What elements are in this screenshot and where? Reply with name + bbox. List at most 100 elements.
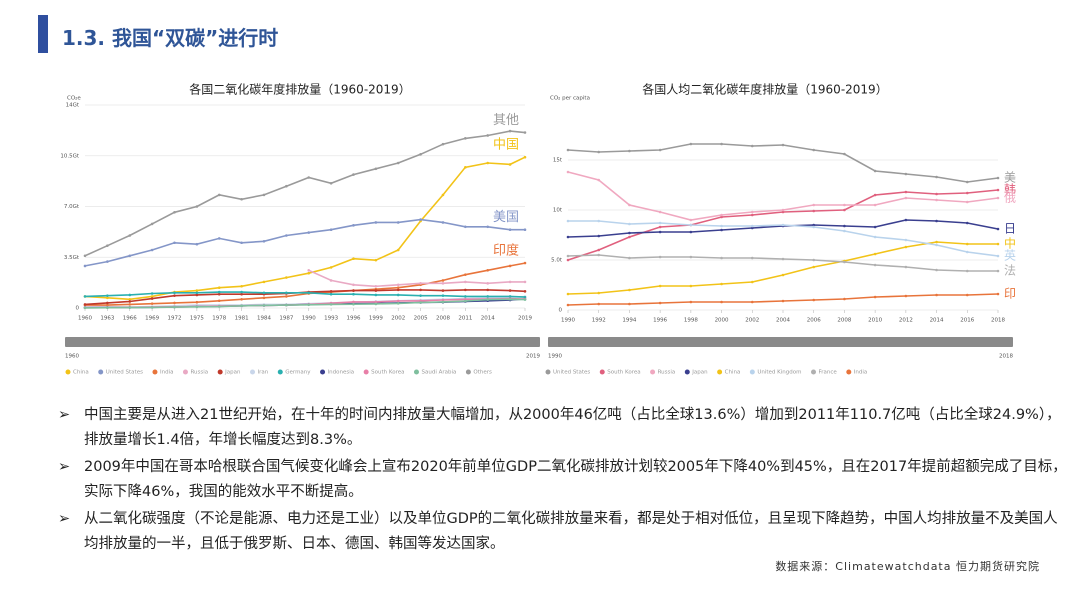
series-point	[523, 228, 527, 231]
series-point	[352, 289, 355, 292]
header-title: 1.3. 我国“双碳”进行时	[62, 26, 279, 50]
series-end-label: 印	[1004, 287, 1016, 301]
legend-label: Indonesia	[328, 370, 355, 376]
series-point	[217, 286, 221, 289]
series-point	[217, 305, 221, 308]
series-end-label: 印度	[493, 243, 519, 259]
series-line	[567, 293, 999, 306]
bullet-marker: ➢	[58, 511, 71, 527]
series-point	[150, 297, 154, 300]
series-point	[843, 203, 846, 207]
y-tick-label: 3.5Gt	[64, 255, 80, 261]
series-point	[720, 213, 723, 217]
x-tick-label: 1963	[100, 316, 114, 322]
series-point	[396, 299, 400, 303]
series-end-label: 中国	[493, 138, 519, 153]
series-point	[523, 295, 527, 299]
series-point	[904, 196, 908, 200]
x-tick-label: 1993	[324, 316, 338, 322]
series-point	[904, 238, 908, 242]
series-point	[83, 264, 87, 268]
bullet-text: 2009年中国在哥本哈根联合国气候变化峰会上宣布2020年前单位GDP二氧化碳排…	[84, 459, 1067, 500]
legend-label: Others	[473, 370, 492, 376]
legend-label: United States	[106, 370, 143, 376]
series-point	[781, 143, 785, 147]
bullet: ➢ 2009年中国在哥本哈根联合国气候变化峰会上宣布2020年前单位GDP二氧化碳…	[58, 455, 1069, 505]
series-point	[566, 254, 570, 258]
legend-swatch	[277, 369, 283, 375]
charts: 各国二氧化碳年度排放量（1960-2019） CO₂e 0 3.5Gt 7.0Gt 10.…	[60, 82, 1016, 376]
series-line	[567, 143, 999, 183]
series-point	[935, 268, 938, 272]
x-tick-label: 2004	[776, 318, 790, 324]
series-line	[84, 130, 526, 257]
series-point	[396, 288, 400, 292]
series-point	[566, 219, 570, 223]
series-point	[329, 303, 333, 306]
series-point	[106, 303, 109, 307]
legend-label: Saudi Arabia	[421, 370, 456, 376]
series-point	[812, 225, 816, 229]
x-tick-label: 1984	[257, 316, 271, 322]
x-tick-label: 2014	[930, 318, 944, 324]
legend-label: China	[73, 370, 89, 376]
series-point	[83, 295, 87, 298]
series-point	[689, 142, 693, 146]
series-point	[419, 153, 422, 156]
x-tick-label: 2010	[868, 318, 882, 324]
series-point	[329, 279, 333, 282]
legend-label: Russia	[190, 370, 208, 376]
bullet: ➢ 中国主要是从进入21世纪开始，在十年的时间内排放量大幅增加，从2000年46亿…	[58, 403, 1069, 453]
series-point	[441, 279, 445, 282]
series-point	[781, 257, 785, 261]
legend-label: United States	[553, 370, 590, 376]
series-point	[83, 254, 87, 258]
x-tick-label: 1994	[622, 318, 636, 324]
series-point	[83, 303, 87, 306]
series-point	[566, 292, 570, 296]
series-point	[720, 300, 723, 304]
series-point	[935, 175, 938, 179]
series-point	[106, 301, 109, 305]
series-point	[566, 303, 570, 307]
series-point	[843, 260, 846, 264]
series-point	[750, 213, 754, 217]
series-point	[217, 237, 221, 240]
series-point	[217, 290, 221, 294]
series-point	[689, 218, 693, 222]
series-point	[750, 226, 754, 230]
series-point	[873, 235, 877, 239]
series-point	[464, 288, 467, 292]
series-point	[935, 243, 938, 247]
series-point	[307, 269, 311, 272]
series-point	[128, 293, 132, 297]
x-tick-label: 1978	[212, 316, 226, 322]
series-point	[996, 292, 1000, 296]
series-point	[689, 230, 693, 234]
series-end-label: 日	[1004, 222, 1016, 236]
series-point	[240, 304, 243, 308]
legend-swatch	[98, 369, 104, 375]
series-point	[285, 234, 288, 237]
series-point	[689, 255, 693, 259]
x-tick-label: 1975	[190, 316, 204, 322]
header-bar	[38, 15, 48, 53]
series-point	[658, 225, 662, 229]
series-point	[996, 242, 1000, 246]
series-point	[173, 294, 176, 297]
series-point	[285, 295, 288, 298]
series-point	[464, 299, 467, 303]
series-point	[812, 203, 816, 207]
series-point	[628, 235, 631, 239]
series-point	[352, 257, 355, 260]
series-point	[217, 193, 221, 197]
series-point	[508, 264, 512, 268]
legend-swatch	[182, 369, 188, 375]
bullet-marker: ➢	[58, 407, 71, 423]
series-point	[566, 148, 570, 152]
x-tick-label: 2008	[837, 318, 851, 324]
series-point	[965, 221, 969, 225]
series-point	[374, 167, 378, 171]
series-point	[307, 271, 311, 275]
series-point	[419, 218, 422, 221]
